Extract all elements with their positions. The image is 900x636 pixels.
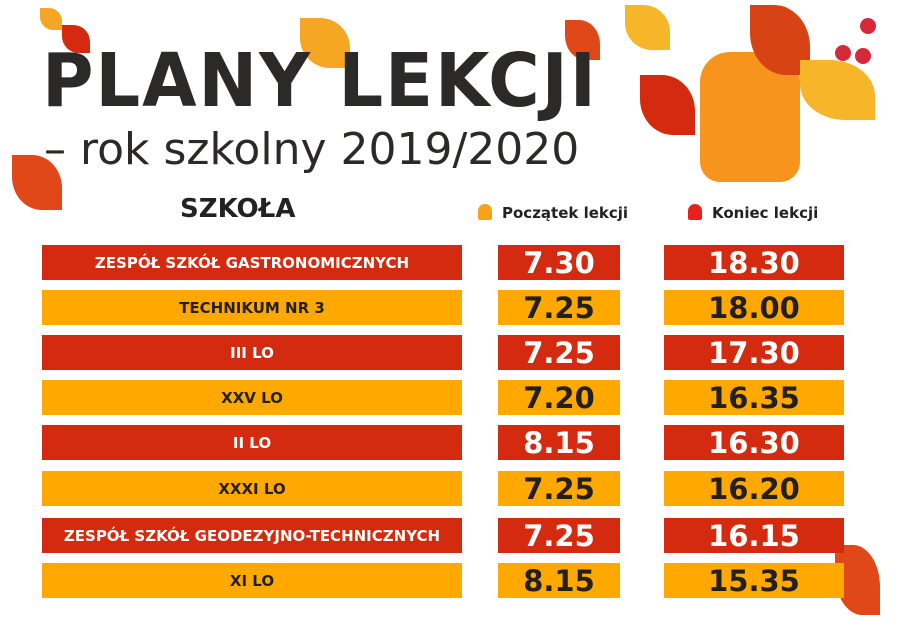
column-header-end: Koniec lekcji <box>688 204 818 222</box>
column-header-end-label: Koniec lekcji <box>712 204 819 222</box>
school-name: XXV LO <box>42 380 462 415</box>
column-header-start-label: Początek lekcji <box>502 204 629 222</box>
start-time: 7.25 <box>498 471 620 506</box>
start-time: 7.30 <box>498 245 620 280</box>
end-time: 16.20 <box>664 471 844 506</box>
school-name: III LO <box>42 335 462 370</box>
berry-icon <box>835 45 851 61</box>
leaf-icon <box>40 8 62 30</box>
table-row: XXXI LO 7.25 16.20 <box>0 471 900 506</box>
leaf-icon <box>625 5 670 50</box>
school-name: XI LO <box>42 563 462 598</box>
end-time: 15.35 <box>664 563 844 598</box>
leaf-icon <box>800 60 875 120</box>
table-row: TECHNIKUM NR 3 7.25 18.00 <box>0 290 900 325</box>
end-time: 16.35 <box>664 380 844 415</box>
leaf-icon <box>640 75 695 135</box>
end-time: 18.00 <box>664 290 844 325</box>
start-time: 8.15 <box>498 425 620 460</box>
start-time: 7.25 <box>498 518 620 553</box>
school-name: II LO <box>42 425 462 460</box>
school-name: ZESPÓŁ SZKÓŁ GEODEZYJNO-TECHNICZNYCH <box>42 518 462 553</box>
start-time: 7.25 <box>498 290 620 325</box>
bell-icon <box>478 204 492 220</box>
start-time: 7.25 <box>498 335 620 370</box>
school-name: TECHNIKUM NR 3 <box>42 290 462 325</box>
table-row: III LO 7.25 17.30 <box>0 335 900 370</box>
start-time: 7.20 <box>498 380 620 415</box>
table-row: ZESPÓŁ SZKÓŁ GEODEZYJNO-TECHNICZNYCH 7.25… <box>0 518 900 553</box>
table-row: ZESPÓŁ SZKÓŁ GASTRONOMICZNYCH 7.30 18.30 <box>0 245 900 280</box>
page-subtitle: – rok szkolny 2019/2020 <box>44 124 580 175</box>
column-header-start: Początek lekcji <box>478 204 628 222</box>
end-time: 17.30 <box>664 335 844 370</box>
bell-icon <box>688 204 702 220</box>
berry-icon <box>855 48 871 64</box>
berry-icon <box>860 18 876 34</box>
school-name: XXXI LO <box>42 471 462 506</box>
end-time: 18.30 <box>664 245 844 280</box>
leaf-icon <box>62 25 90 53</box>
school-name: ZESPÓŁ SZKÓŁ GASTRONOMICZNYCH <box>42 245 462 280</box>
leaf-icon <box>300 18 350 68</box>
end-time: 16.30 <box>664 425 844 460</box>
table-row: XI LO 8.15 15.35 <box>0 563 900 598</box>
start-time: 8.15 <box>498 563 620 598</box>
leaf-icon <box>565 20 600 60</box>
table-row: XXV LO 7.20 16.35 <box>0 380 900 415</box>
table-row: II LO 8.15 16.30 <box>0 425 900 460</box>
page-title: PLANY LEKCJI <box>42 38 598 124</box>
end-time: 16.15 <box>664 518 844 553</box>
column-header-school: SZKOŁA <box>180 194 296 224</box>
